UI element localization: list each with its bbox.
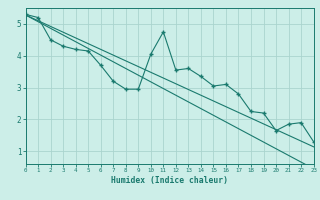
X-axis label: Humidex (Indice chaleur): Humidex (Indice chaleur)	[111, 176, 228, 185]
